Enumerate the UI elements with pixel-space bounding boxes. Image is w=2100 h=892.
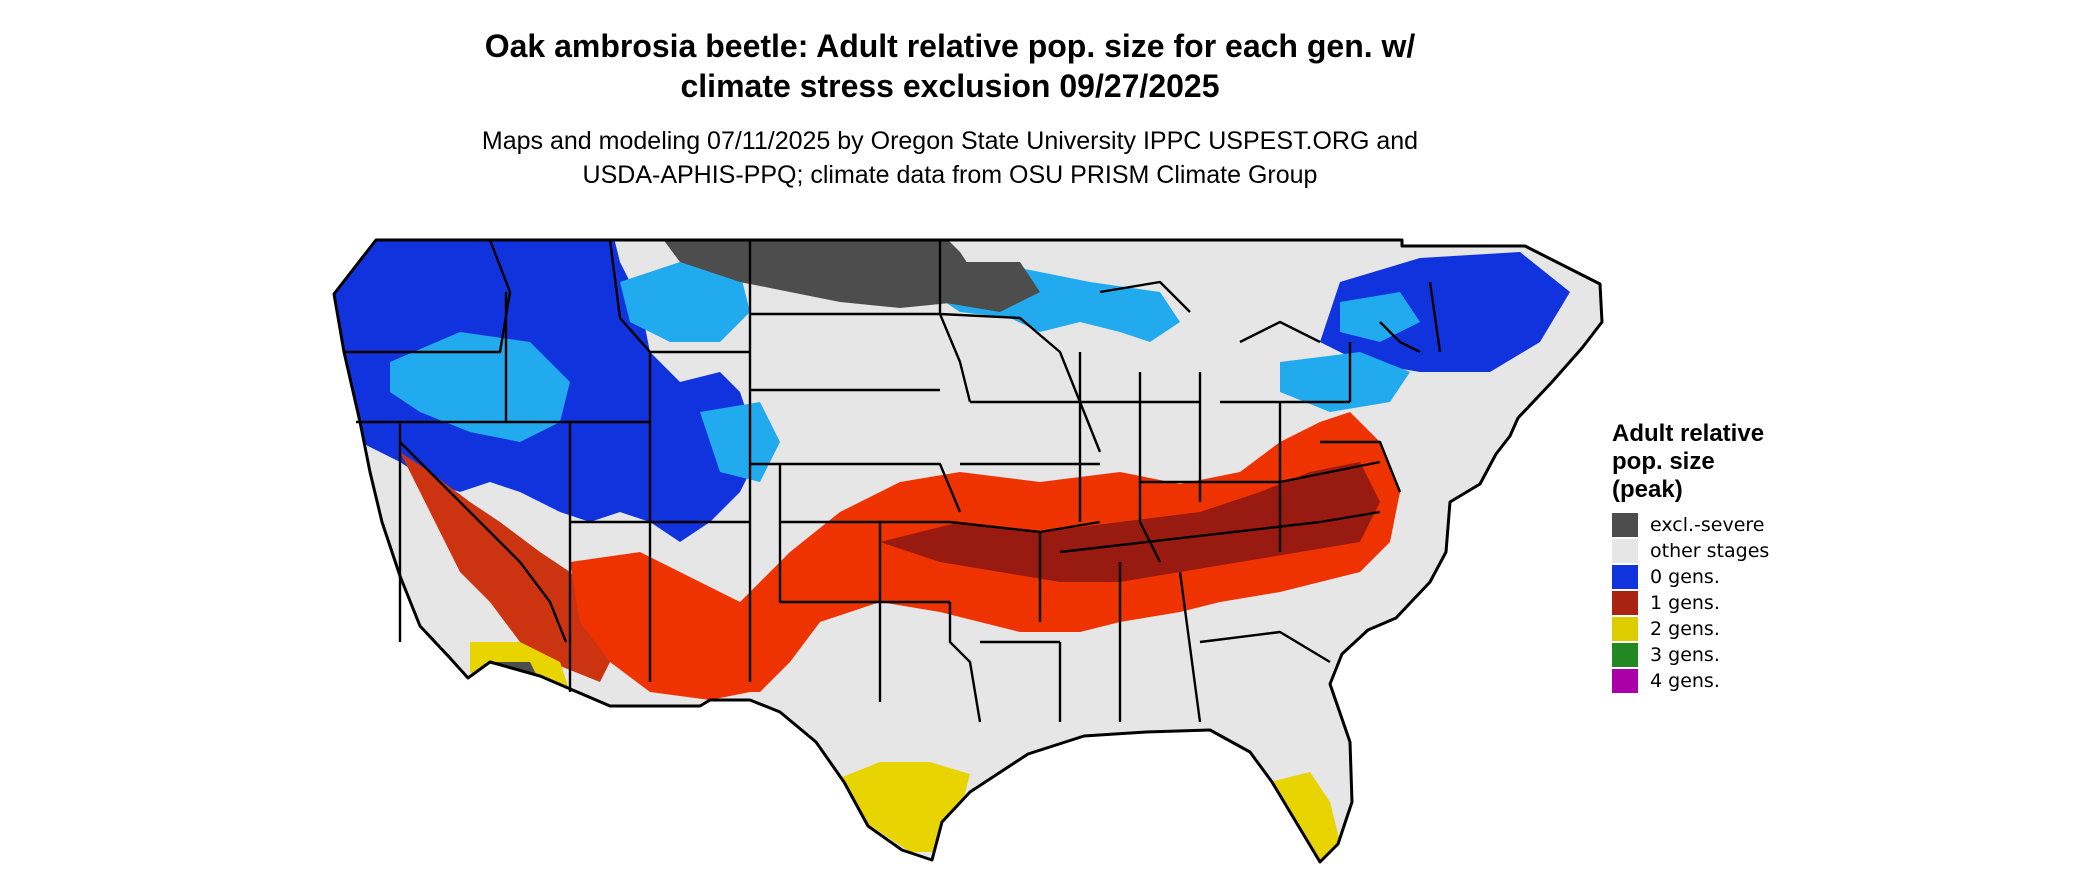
zone-0-gens-light-northeast (1280, 292, 1420, 412)
map-subtitle: Maps and modeling 07/11/2025 by Oregon S… (481, 127, 1419, 189)
legend-swatch (1612, 565, 1638, 589)
legend-item-1-gens: 1 gens. (1612, 590, 1842, 616)
us-map (320, 222, 1610, 892)
state-borders (344, 239, 1442, 723)
legend-swatch (1612, 669, 1638, 693)
legend-swatch (1612, 617, 1638, 641)
zone-0-gens-northeast (1320, 252, 1570, 372)
legend-label: 2 gens. (1650, 618, 1720, 640)
zone-excl-severe-upper-midwest (920, 262, 1040, 312)
zone-2-gens-florida (1270, 772, 1340, 862)
legend-title: Adult relative pop. size (peak) (1612, 420, 1765, 503)
legend-item-other-stages: other stages (1612, 538, 1842, 564)
us-map-svg (332, 238, 1604, 864)
legend: Adult relative pop. size (peak) excl.-se… (1612, 420, 1842, 694)
zone-excl-severe-north (650, 240, 980, 308)
legend-label: 1 gens. (1650, 592, 1720, 614)
legend-label: 4 gens. (1650, 670, 1720, 692)
legend-item-3-gens: 3 gens. (1612, 642, 1842, 668)
legend-swatch (1612, 591, 1638, 615)
legend-item-2-gens: 2 gens. (1612, 616, 1842, 642)
us-outline (332, 238, 1604, 864)
legend-swatch (1612, 539, 1638, 563)
legend-label: 0 gens. (1650, 566, 1720, 588)
legend-label: other stages (1650, 540, 1770, 562)
zone-2-gens-texas (830, 762, 970, 852)
legend-label: excl.-severe (1650, 514, 1765, 536)
zone-0-gens-light-northwest (390, 262, 780, 482)
map-title: Oak ambrosia beetle: Adult relative pop.… (484, 28, 1416, 104)
zone-1-gens-west (360, 432, 620, 682)
legend-swatch (1612, 643, 1638, 667)
legend-item-excl-severe: excl.-severe (1612, 512, 1842, 538)
legend-swatch (1612, 513, 1638, 537)
legend-item-0-gens: 0 gens. (1612, 564, 1842, 590)
legend-item-4-gens: 4 gens. (1612, 668, 1842, 694)
legend-label: 3 gens. (1650, 644, 1720, 666)
zone-1-gens-dark-core (880, 462, 1380, 582)
